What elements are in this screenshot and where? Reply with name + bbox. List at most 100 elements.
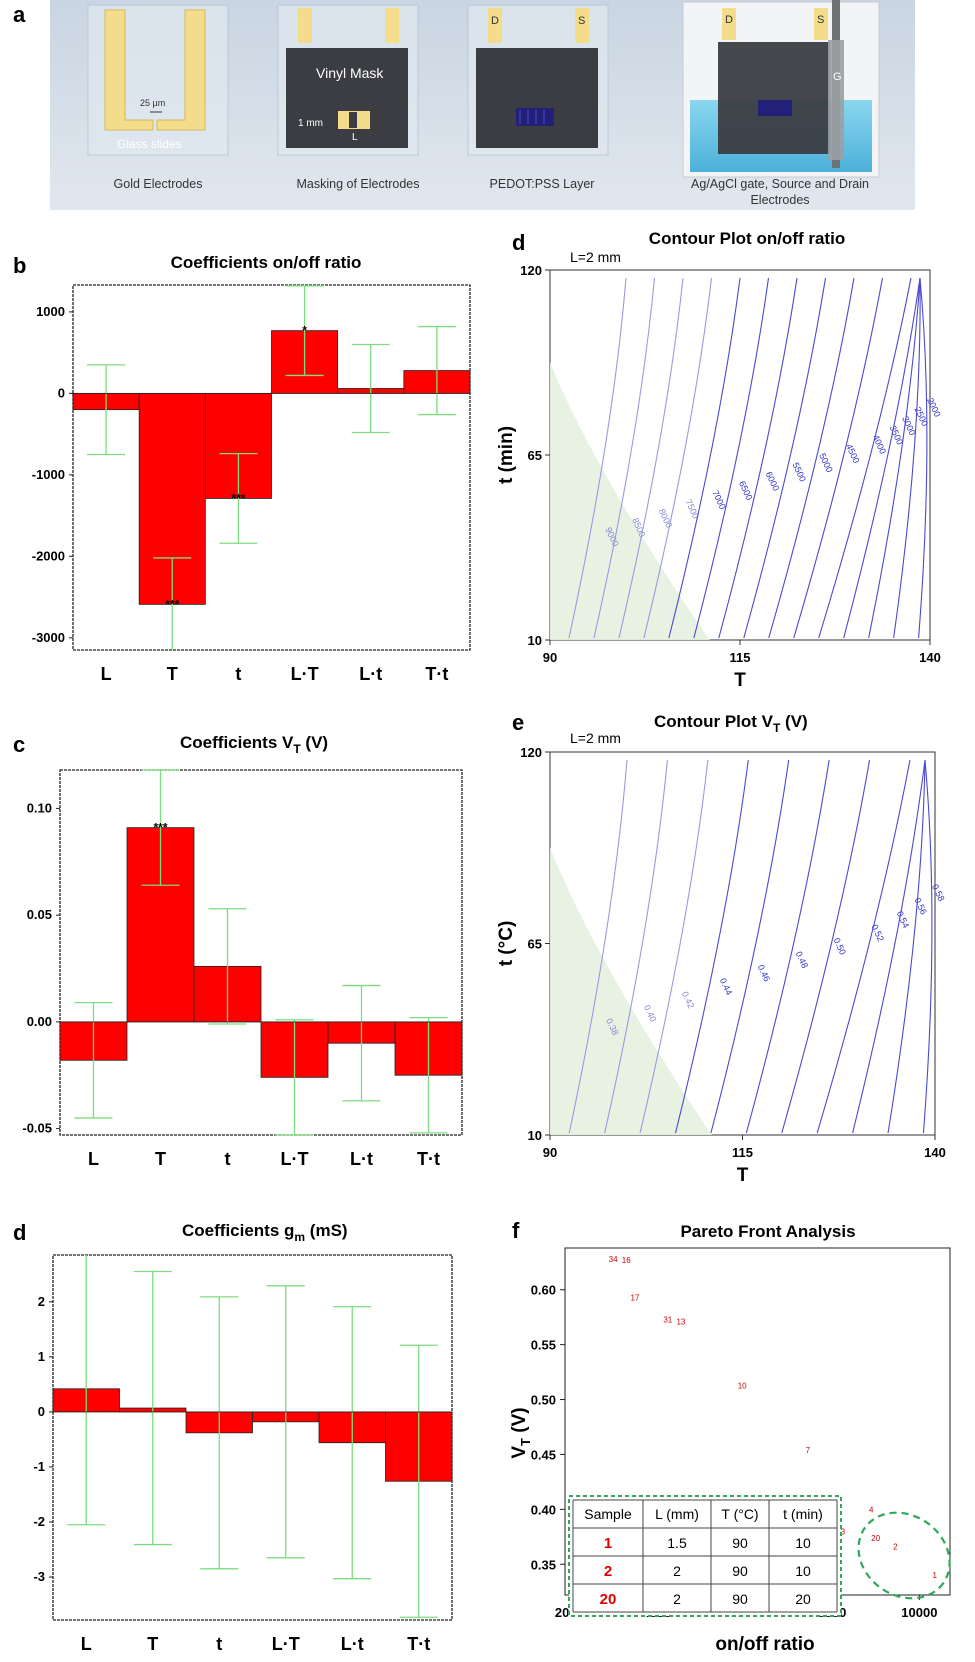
contour-e-ylabel: t (°C): [496, 921, 517, 967]
chart-f-table-cell-1-2: 90: [732, 1563, 748, 1579]
chart-b-category-1: T: [167, 664, 178, 684]
chart-b-category-4: L·t: [359, 664, 382, 684]
chart-f-point-10: 20: [871, 1534, 880, 1543]
chart-d_left-category-4: L·t: [341, 1634, 364, 1654]
chart-f-point-9: 4: [869, 1505, 874, 1514]
chart-f-xlabel: on/off ratio: [715, 1634, 814, 1655]
chart-b-significance-2: ***: [231, 491, 245, 505]
contour-e-ytick-label: 10: [528, 1128, 542, 1143]
chart-d-contour-onoff: d Contour Plot on/off ratio L=2 mm 9000 8…: [496, 229, 943, 691]
chart-f-point-8: 3: [841, 1527, 846, 1536]
chart-d-left-title-main: Coefficients g: [182, 1221, 294, 1240]
panel-label-d-right: d: [512, 230, 525, 255]
chart-d_left-ytick-label: -1: [33, 1459, 45, 1474]
contour-e-line-6: [781, 759, 871, 1134]
contour-e-line-4: [710, 759, 790, 1134]
panel-a: a 25 µm Glass slides Vinyl Mask: [13, 0, 915, 210]
vinyl-mask-illustration: Vinyl Mask 1 mm L: [277, 4, 419, 156]
contour-e-xtick-label: 115: [732, 1145, 753, 1160]
gold-electrodes-illustration: 25 µm Glass slides: [87, 4, 229, 156]
contour-d_right-line-12: [868, 277, 921, 639]
contour-d_right-line-3: [643, 277, 713, 639]
caption-gold-electrodes: Gold Electrodes: [114, 177, 203, 191]
chart-c-category-1: T: [155, 1149, 166, 1169]
chart-f-title: Pareto Front Analysis: [680, 1222, 855, 1241]
chart-c-title-suffix: (V): [301, 733, 328, 752]
chart-c-title-sub: T: [293, 742, 301, 756]
panel-label-f: f: [512, 1218, 520, 1243]
chart-b-category-0: L: [101, 664, 112, 684]
chart-d_left-category-2: t: [216, 1634, 222, 1654]
mask-width-label: 1 mm: [298, 118, 323, 129]
chart-d_left-ytick-label: -3: [33, 1569, 45, 1584]
contour-e-line-2: [639, 759, 709, 1134]
chart-f-ytick-label: 0.40: [531, 1502, 556, 1517]
contour-d_right-ytick-label: 65: [528, 448, 542, 463]
contour-e-annotation: L=2 mm: [570, 730, 621, 746]
contour-e-xlabel: T: [737, 1165, 749, 1186]
mask-length-label: L: [352, 132, 358, 143]
contour-e-line-1: [604, 759, 668, 1134]
contour-d_right-line-14: [918, 277, 928, 639]
contour-d_right-region: [550, 362, 710, 640]
panel-label-e: e: [512, 710, 524, 735]
chart-d_left-ytick-label: 0: [38, 1404, 45, 1419]
contour-e-region: [550, 847, 712, 1135]
chart-d-left-title-suffix: (mS): [305, 1221, 348, 1240]
chart-f-table-cell-2-1: 2: [673, 1591, 681, 1607]
chart-f-point-2: 17: [631, 1293, 640, 1302]
chart-f-point-4: 13: [676, 1318, 685, 1327]
contour-d_right-line-13: [893, 277, 921, 639]
chart-c-significance-1: ***: [153, 821, 167, 835]
contour-e-line-7: [816, 759, 911, 1134]
contour-d_right-line-9: [793, 277, 884, 639]
chart-e-contour-vt: e Contour Plot VT (V) L=2 mm 0.380.400.4…: [496, 710, 947, 1186]
contour-e-line-3: [674, 759, 749, 1134]
beaker-illustration: D S G: [682, 0, 880, 178]
contour-d_right-xtick-label: 90: [543, 650, 557, 665]
chart-d_left-ytick-label: -2: [33, 1514, 45, 1529]
panel-label-b: b: [13, 253, 26, 278]
chart-c-coefficients-vt: c Coefficients VT (V) 0.100.050.00-0.05L…: [13, 732, 463, 1169]
chart-f-ylabel: VT (V): [509, 1407, 533, 1458]
contour-e-title-main: Contour Plot V: [654, 712, 774, 731]
chart-f-ytick-label: 0.35: [531, 1557, 556, 1572]
chart-d_left-ytick-label: 2: [38, 1294, 45, 1309]
contour-d_right-ytick-label: 120: [520, 263, 542, 278]
pedot-layer-illustration: D S: [467, 4, 609, 156]
contour-d_right-line-5: [693, 277, 770, 639]
chart-f-table-cell-1-0: 2: [604, 1563, 612, 1580]
chart-f-point-6: 7: [806, 1446, 811, 1455]
scale-label: 25 µm: [140, 98, 165, 108]
contour-d_right-line-11: [843, 277, 921, 639]
chart-b-coefficients-onoff: b Coefficients on/off ratio 1000 0 -1000 -2…: [13, 253, 471, 684]
chart-c-title: Coefficients VT (V): [180, 733, 328, 756]
chart-d_left-category-1: T: [147, 1634, 158, 1654]
chart-f-table-cell-0-3: 10: [795, 1535, 811, 1551]
chart-f-ylabel-suffix: (V): [509, 1407, 530, 1438]
source-label-2: S: [817, 14, 824, 26]
chart-f-ytick-label: 0.45: [531, 1447, 556, 1462]
drain-label-2: D: [725, 14, 733, 26]
panel-label-d-left: d: [13, 1220, 26, 1245]
contour-e-ytick-label: 120: [520, 745, 542, 760]
contour-d_right-xtick-label: 140: [919, 650, 941, 665]
contour-d_right-line-7: [743, 277, 827, 639]
drain-label: D: [491, 15, 499, 27]
chart-f-table-cell-1-3: 10: [795, 1563, 811, 1579]
chart-f-table-cell-2-0: 20: [600, 1591, 617, 1608]
source-label: S: [578, 15, 585, 27]
chart-b-ytick-label: -1000: [32, 467, 65, 482]
contour-d_right-ylabel: t (min): [496, 426, 517, 484]
chart-f-point-11: 2: [893, 1543, 898, 1552]
contour-d-title: Contour Plot on/off ratio: [649, 229, 845, 248]
chart-c-ytick-label: 0.10: [27, 800, 52, 815]
contour-e-line-8: [852, 759, 926, 1134]
chart-f-table-cell-0-2: 90: [732, 1535, 748, 1551]
chart-f-point-1: 16: [622, 1256, 631, 1265]
chart-f-table-header-3: t (min): [783, 1506, 823, 1522]
chart-f-point-5: 10: [738, 1381, 747, 1390]
contour-d_right-line-0: [568, 277, 627, 639]
chart-f-optimum-ellipse: [857, 1511, 951, 1600]
contour-e-ytick-label: 65: [528, 937, 542, 952]
